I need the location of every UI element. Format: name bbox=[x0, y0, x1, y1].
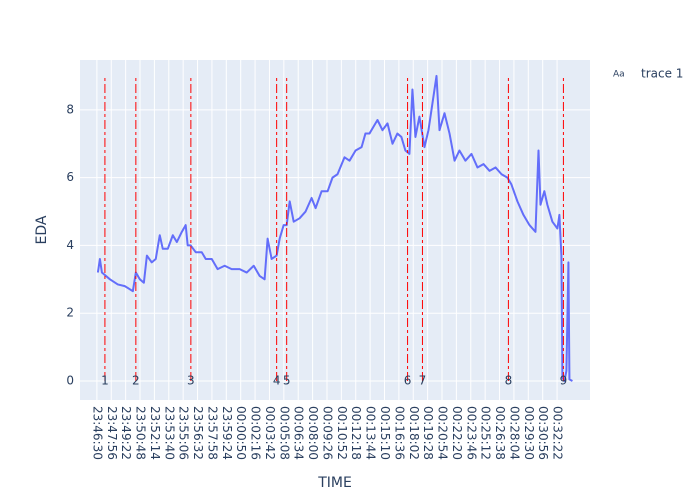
x-tick-label: 00:23:46 bbox=[464, 406, 478, 460]
marker-label: 8 bbox=[505, 374, 513, 388]
marker-label: 1 bbox=[101, 374, 109, 388]
marker-label: 6 bbox=[404, 374, 412, 388]
y-tick-label: 4 bbox=[66, 238, 74, 252]
y-tick-label: 8 bbox=[66, 102, 74, 116]
y-tick-label: 2 bbox=[66, 306, 74, 320]
x-tick-label: 00:25:12 bbox=[479, 406, 493, 460]
legend-symbol[interactable]: Aa bbox=[613, 70, 625, 80]
marker-label: 7 bbox=[419, 374, 427, 388]
x-tick-label: 00:18:02 bbox=[407, 406, 421, 460]
x-tick-label: 00:08:00 bbox=[306, 406, 320, 460]
marker-label: 5 bbox=[283, 374, 291, 388]
x-tick-label: 00:30:56 bbox=[536, 406, 550, 460]
x-tick-label: 23:47:56 bbox=[105, 406, 119, 460]
x-axis-title: TIME bbox=[317, 475, 352, 491]
y-tick-label: 6 bbox=[66, 170, 74, 184]
x-tick-label: 00:22:20 bbox=[450, 406, 464, 460]
x-tick-label: 23:50:48 bbox=[134, 406, 148, 460]
x-tick-label: 00:32:22 bbox=[551, 406, 565, 460]
x-tick-label: 00:15:10 bbox=[378, 406, 392, 460]
marker-label: 2 bbox=[132, 374, 140, 388]
x-tick-label: 00:28:04 bbox=[507, 406, 521, 460]
x-tick-label: 00:19:28 bbox=[421, 406, 435, 460]
x-tick-label: 00:26:38 bbox=[493, 406, 507, 460]
x-tick-label: 23:53:40 bbox=[162, 406, 176, 460]
marker-label: 3 bbox=[187, 374, 195, 388]
x-tick-label: 00:29:30 bbox=[522, 406, 536, 460]
data-line bbox=[96, 74, 573, 383]
x-tick-label: 00:20:54 bbox=[436, 406, 450, 460]
y-axis-title: EDA bbox=[34, 215, 50, 244]
marker-label: 4 bbox=[273, 374, 281, 388]
marker-label: 9 bbox=[560, 374, 568, 388]
x-tick-label: 23:55:06 bbox=[177, 406, 191, 460]
x-tick-label: 00:05:08 bbox=[277, 406, 291, 460]
x-tick-label: 00:13:44 bbox=[364, 406, 378, 460]
x-tick-label: 23:59:24 bbox=[220, 406, 234, 460]
x-tick-label: 00:02:16 bbox=[249, 406, 263, 460]
x-tick-label: 00:03:42 bbox=[263, 406, 277, 460]
x-tick-label: 23:49:22 bbox=[119, 406, 133, 460]
x-tick-label: 23:56:32 bbox=[191, 406, 205, 460]
plot-area bbox=[80, 60, 590, 400]
x-tick-label: 00:09:26 bbox=[320, 406, 334, 460]
x-tick-label: 23:52:14 bbox=[148, 406, 162, 460]
y-tick-label: 0 bbox=[66, 374, 74, 388]
x-tick-label: 00:00:50 bbox=[234, 406, 248, 460]
legend-label[interactable]: trace 1 bbox=[641, 67, 683, 81]
x-tick-label: 23:57:58 bbox=[205, 406, 219, 460]
x-tick-label: 23:46:30 bbox=[90, 406, 104, 460]
x-tick-label: 00:16:36 bbox=[392, 406, 406, 460]
x-tick-label: 00:06:34 bbox=[292, 406, 306, 460]
x-tick-label: 00:10:52 bbox=[335, 406, 349, 460]
x-tick-label: 00:12:18 bbox=[349, 406, 363, 460]
